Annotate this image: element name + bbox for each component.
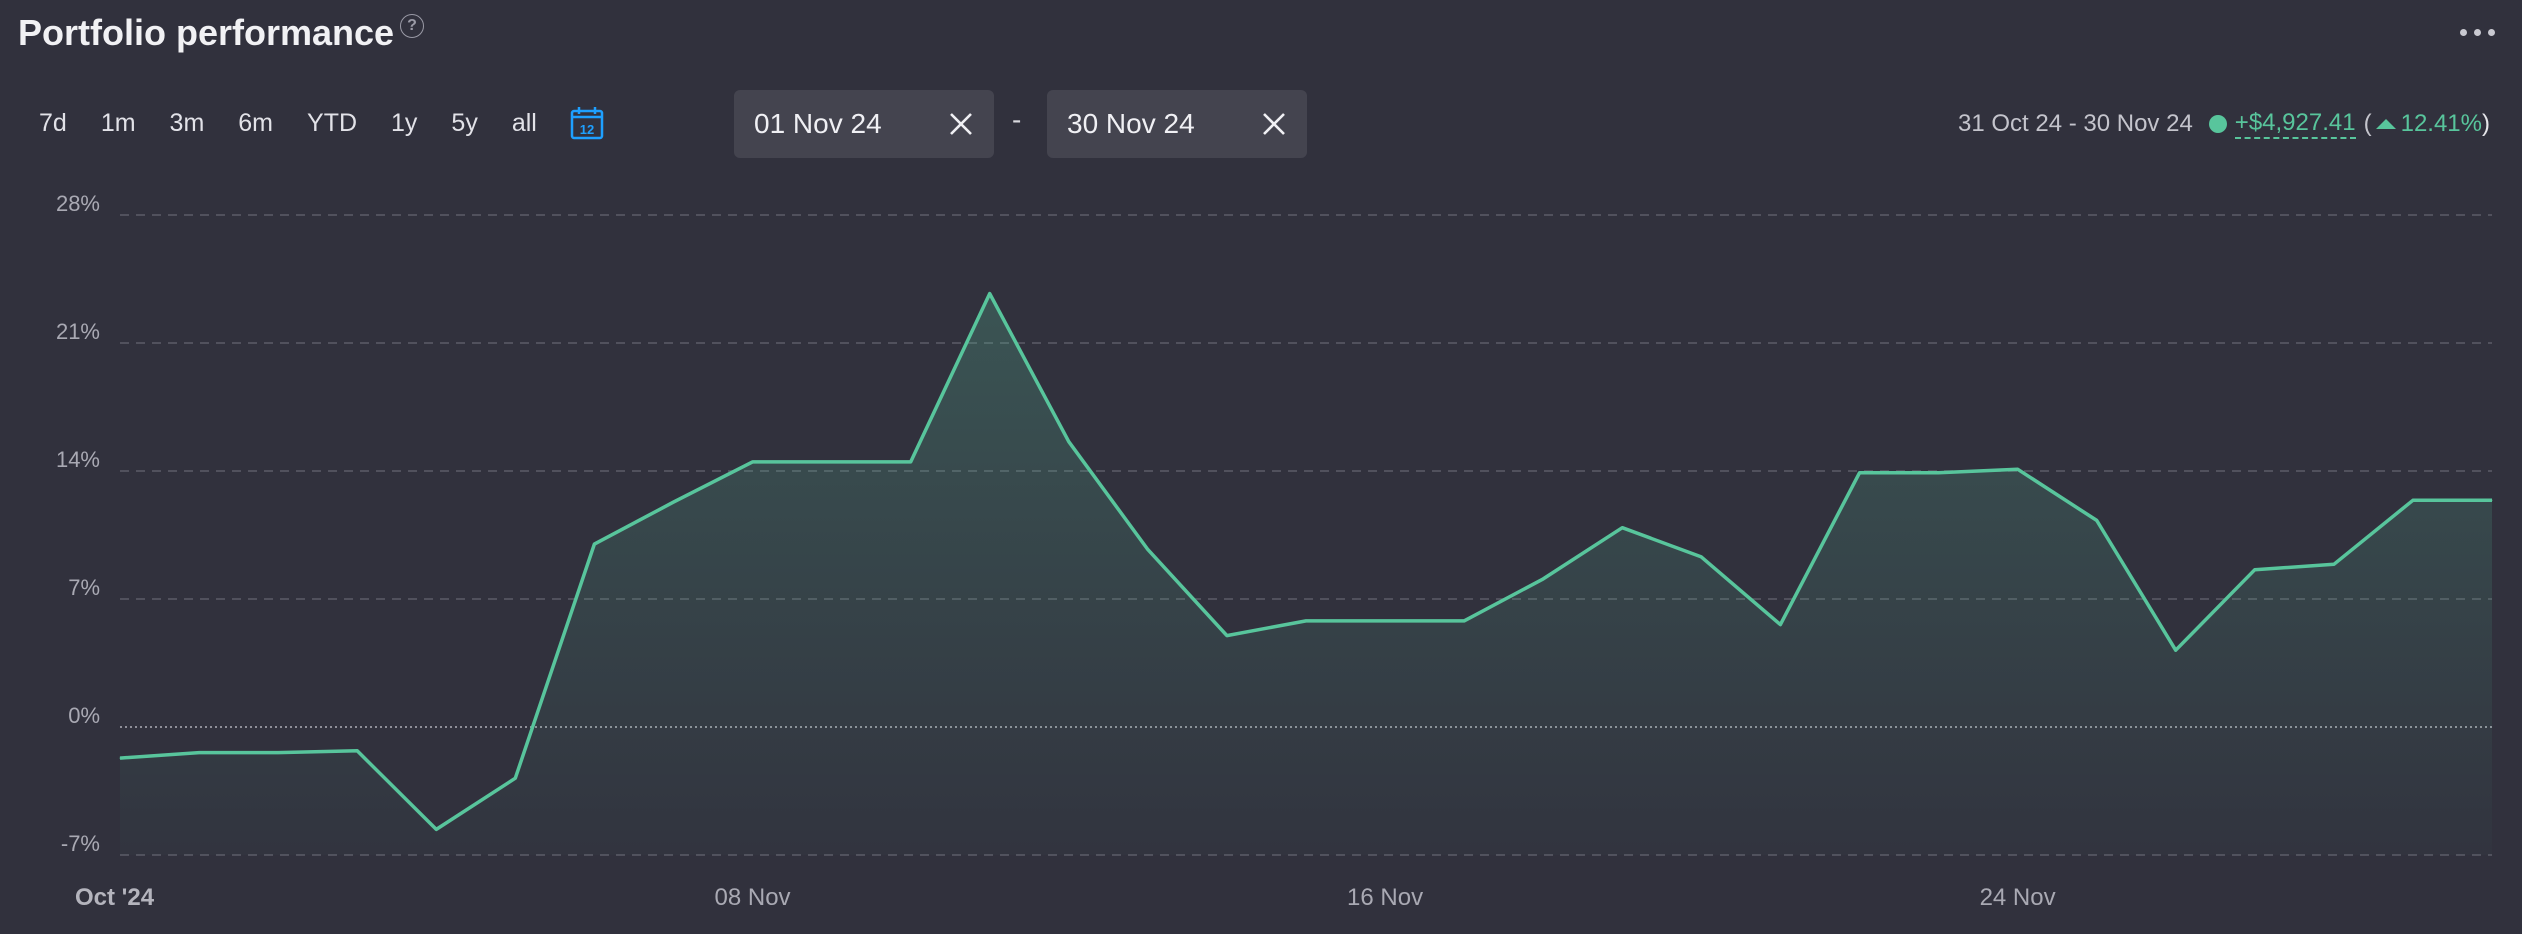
range-button-1y[interactable]: 1y <box>391 108 418 137</box>
data-point <box>1700 556 1702 558</box>
date-from-field[interactable]: 01 Nov 24 <box>734 90 994 158</box>
data-point <box>435 828 437 830</box>
data-point <box>989 293 991 295</box>
data-point <box>1779 624 1781 626</box>
summary-period: 31 Oct 24 - 30 Nov 24 <box>1958 110 2193 137</box>
y-tick-label: 28% <box>56 191 100 216</box>
range-button-3m[interactable]: 3m <box>169 108 205 137</box>
summary-open-paren: ( <box>2363 110 2372 137</box>
data-point <box>1621 527 1623 529</box>
data-point <box>752 461 754 463</box>
calendar-day: 12 <box>580 122 594 137</box>
data-point <box>277 752 279 754</box>
data-point <box>2175 649 2177 651</box>
x-tick-label: Oct '24 <box>75 884 155 911</box>
data-point <box>2254 569 2256 571</box>
gain-indicator-dot <box>2208 115 2227 133</box>
data-point <box>2491 499 2493 501</box>
help-icon[interactable]: ? <box>400 14 425 38</box>
data-point <box>2096 519 2098 521</box>
series-area <box>120 293 2492 856</box>
summary-percent-value: 12.41% <box>2400 110 2482 137</box>
summary-gain[interactable]: +$4,927.41 <box>2234 109 2356 139</box>
performance-summary: 31 Oct 24 - 30 Nov 24 +$4,927.41 ( 12.41… <box>1958 109 2490 139</box>
data-point <box>910 461 912 463</box>
data-point <box>1463 620 1465 622</box>
data-point <box>119 757 121 759</box>
date-to-value[interactable]: 30 Nov 24 <box>1067 108 1195 139</box>
range-button-ytd[interactable]: YTD <box>307 108 358 137</box>
date-separator: - <box>1012 104 1022 135</box>
data-point <box>1858 472 1860 474</box>
calendar-icon[interactable]: 12 <box>570 106 604 140</box>
points-layer <box>119 293 2493 830</box>
date-to-field[interactable]: 30 Nov 24 <box>1047 90 1307 158</box>
summary-percent: 12.41% <box>2372 110 2482 138</box>
range-selector: 7d 1m 3m 6m YTD 1y 5y all 12 <box>22 90 604 156</box>
performance-chart: -7% 0% 7% 14% 21% 28% Oct '24 08 Nov 16 Nov 24 No… <box>56 191 2493 911</box>
range-button-1m[interactable]: 1m <box>100 108 136 137</box>
up-triangle-icon <box>2375 119 2396 129</box>
range-button-7d[interactable]: 7d <box>39 108 67 137</box>
clear-date-from-icon[interactable] <box>948 111 974 137</box>
data-point <box>1305 620 1307 622</box>
page-title: Portfolio performance ? <box>18 12 425 54</box>
data-point <box>2412 499 2414 501</box>
date-from-value[interactable]: 01 Nov 24 <box>754 108 882 139</box>
range-button-6m[interactable]: 6m <box>238 108 274 137</box>
range-button-5y[interactable]: 5y <box>451 108 478 137</box>
x-tick-label: 08 Nov <box>715 884 791 911</box>
more-options-icon[interactable] <box>2460 20 2496 44</box>
data-point <box>593 543 595 545</box>
clear-date-to-icon[interactable] <box>1261 111 1287 137</box>
data-point <box>831 461 833 463</box>
title-text: Portfolio performance <box>18 12 395 53</box>
data-point <box>1068 441 1070 443</box>
data-point <box>1226 635 1228 637</box>
data-point <box>1147 549 1149 551</box>
range-button-all[interactable]: all <box>511 108 537 137</box>
data-point <box>356 750 358 752</box>
data-point <box>1938 472 1940 474</box>
x-tick-label: 24 Nov <box>1980 884 2056 911</box>
y-tick-label: 21% <box>56 319 100 344</box>
y-tick-label: -7% <box>61 831 100 856</box>
data-point <box>2017 468 2019 470</box>
data-point <box>198 752 200 754</box>
x-tick-label: 16 Nov <box>1347 884 1423 911</box>
data-point <box>514 777 516 779</box>
labels-layer: -7% 0% 7% 14% 21% 28% Oct '24 08 Nov 16 Nov 24 No… <box>56 191 2056 911</box>
y-tick-label: 7% <box>68 575 100 600</box>
data-point <box>672 501 674 503</box>
y-tick-label: 0% <box>68 703 100 728</box>
data-point <box>2333 563 2335 565</box>
data-point <box>1384 620 1386 622</box>
y-tick-label: 14% <box>56 447 100 472</box>
data-point <box>1542 578 1544 580</box>
summary-close-paren: ) <box>2482 110 2490 137</box>
